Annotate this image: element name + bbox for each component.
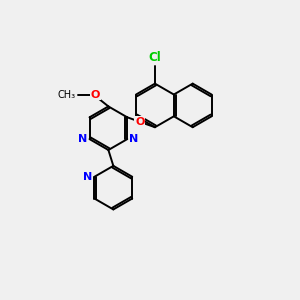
Text: O: O — [135, 117, 144, 127]
Text: CH₃: CH₃ — [58, 89, 76, 100]
Text: N: N — [83, 172, 92, 182]
Text: Cl: Cl — [148, 51, 161, 64]
Text: N: N — [78, 134, 88, 144]
Text: O: O — [91, 89, 100, 100]
Text: N: N — [129, 134, 139, 144]
